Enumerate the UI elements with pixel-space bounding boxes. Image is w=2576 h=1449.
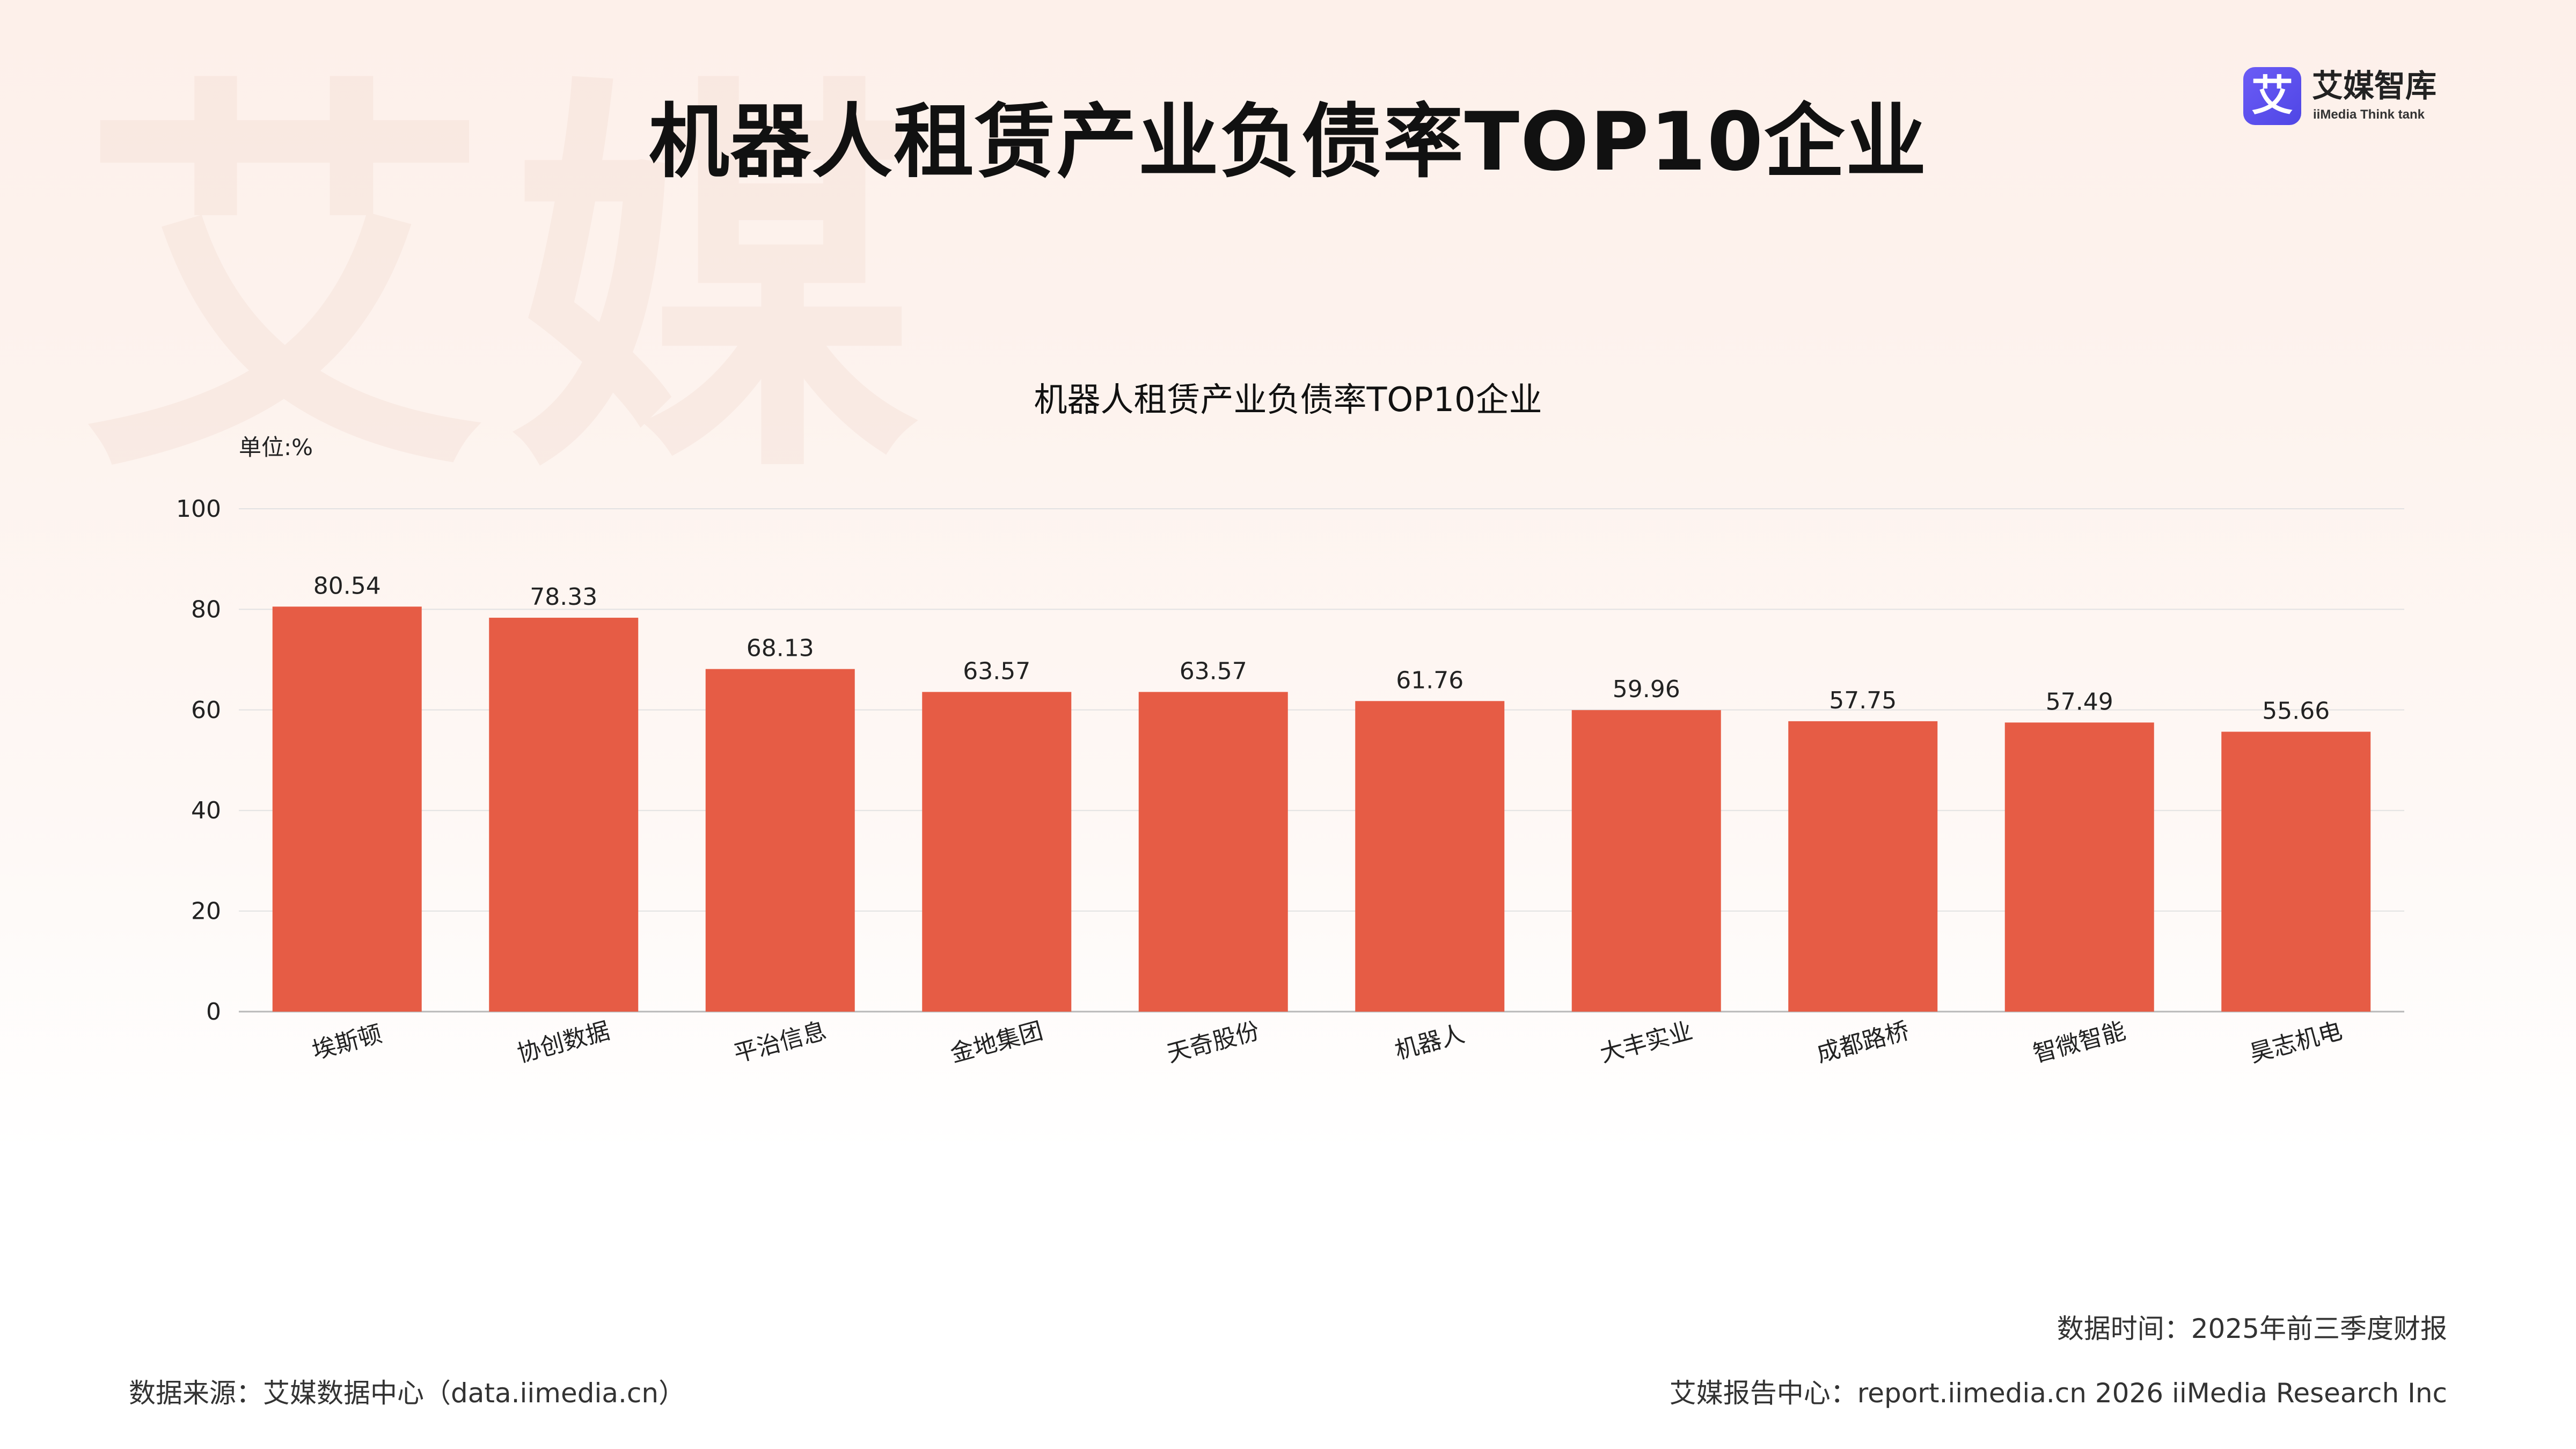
bar: [705, 669, 855, 1012]
footer-data-time: 数据时间：2025年前三季度财报: [2057, 1313, 2447, 1344]
x-tick-label: 成都路桥: [1814, 1017, 1912, 1068]
logo-name-en: iiMedia Think tank: [2313, 107, 2425, 122]
data-label: 59.96: [1613, 676, 1680, 703]
bar: [1355, 701, 1505, 1012]
data-label: 61.76: [1396, 667, 1463, 694]
x-tick-label: 金地集团: [948, 1017, 1046, 1068]
bar: [1138, 692, 1288, 1012]
bar: [1571, 710, 1721, 1012]
logo-name-cn: 艾媒智库: [2312, 68, 2437, 104]
footer-data-source: 数据来源：艾媒数据中心（data.iimedia.cn）: [129, 1378, 686, 1409]
bar: [272, 606, 422, 1012]
bar: [2004, 722, 2154, 1012]
bar: [2221, 731, 2371, 1012]
page-title: 机器人租赁产业负债率TOP10企业: [648, 96, 1928, 189]
y-tick-label: 80: [191, 596, 221, 623]
data-label: 78.33: [530, 583, 597, 611]
logo-mark: [2243, 67, 2301, 125]
data-label: 68.13: [747, 635, 814, 662]
x-tick-label: 智微智能: [2030, 1017, 2128, 1068]
bar: [489, 618, 639, 1012]
y-tick-label: 60: [191, 697, 221, 724]
unit-label: 单位:%: [239, 434, 313, 460]
x-tick-label: 天奇股份: [1164, 1017, 1262, 1068]
y-tick-label: 40: [191, 797, 221, 824]
x-tick-label: 大丰实业: [1597, 1017, 1695, 1068]
x-tick-label: 协创数据: [515, 1017, 613, 1068]
x-tick-label: 昊志机电: [2247, 1017, 2345, 1068]
bar: [922, 692, 1072, 1012]
y-tick-label: 0: [206, 998, 221, 1026]
footer-report-center: 艾媒报告中心：report.iimedia.cn 2026 iiMedia Re…: [1669, 1378, 2447, 1409]
x-tick-label: 埃斯顿: [309, 1020, 385, 1065]
watermark: 艾媒: [80, 47, 939, 522]
data-label: 55.66: [2262, 697, 2330, 724]
data-label: 63.57: [1180, 657, 1247, 685]
logo: 艾 艾媒智库 iiMedia Think tank: [2243, 67, 2458, 126]
data-label: 57.49: [2046, 688, 2113, 715]
y-tick-label: 20: [191, 898, 221, 925]
data-label: 63.57: [963, 657, 1030, 685]
y-tick-label: 100: [176, 495, 221, 523]
bar: [1788, 721, 1938, 1012]
x-axis-labels: 埃斯顿 协创数据 平治信息 金地集团 天奇股份 机器人 大丰实业 成都路桥 智微智能 昊志机电: [309, 1017, 2345, 1068]
x-tick-label: 平治信息: [731, 1017, 829, 1068]
bars: [272, 606, 2371, 1012]
x-tick-label: 机器人: [1392, 1020, 1468, 1065]
chart-title: 机器人租赁产业负债率TOP10企业: [1034, 380, 1542, 419]
data-labels: 80.54 78.33 68.13 63.57 63.57 61.76 59.96 57.75…: [313, 572, 2330, 724]
data-label: 80.54: [313, 572, 381, 599]
logo-mark-glyph: 艾: [2251, 72, 2293, 120]
y-axis: 0 20 40 60 80 100: [176, 495, 221, 1026]
data-label: 57.75: [1829, 687, 1897, 714]
